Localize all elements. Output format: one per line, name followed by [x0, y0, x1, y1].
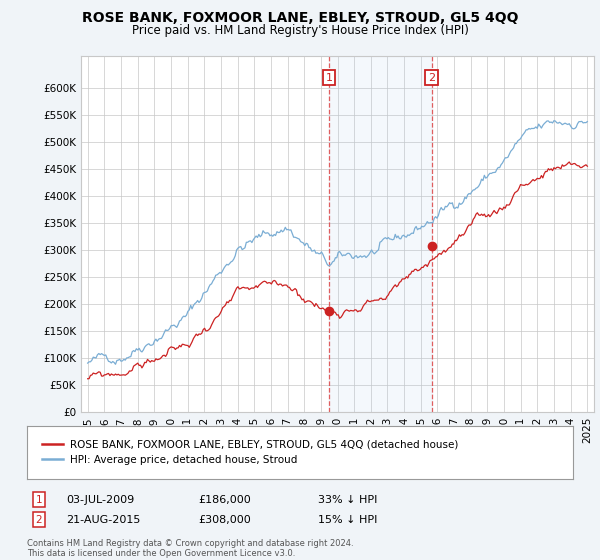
- Text: 1: 1: [326, 73, 332, 82]
- Legend: ROSE BANK, FOXMOOR LANE, EBLEY, STROUD, GL5 4QQ (detached house), HPI: Average p: ROSE BANK, FOXMOOR LANE, EBLEY, STROUD, …: [38, 436, 463, 469]
- Text: 21-AUG-2015: 21-AUG-2015: [66, 515, 140, 525]
- Text: 15% ↓ HPI: 15% ↓ HPI: [318, 515, 377, 525]
- Text: £186,000: £186,000: [198, 494, 251, 505]
- Text: Contains HM Land Registry data © Crown copyright and database right 2024.
This d: Contains HM Land Registry data © Crown c…: [27, 539, 353, 558]
- Text: 1: 1: [35, 494, 43, 505]
- Text: ROSE BANK, FOXMOOR LANE, EBLEY, STROUD, GL5 4QQ: ROSE BANK, FOXMOOR LANE, EBLEY, STROUD, …: [82, 11, 518, 25]
- Text: 33% ↓ HPI: 33% ↓ HPI: [318, 494, 377, 505]
- Text: 03-JUL-2009: 03-JUL-2009: [66, 494, 134, 505]
- Bar: [329, 56, 431, 412]
- Text: 2: 2: [428, 73, 435, 82]
- Text: £308,000: £308,000: [198, 515, 251, 525]
- Text: 2: 2: [35, 515, 43, 525]
- Text: Price paid vs. HM Land Registry's House Price Index (HPI): Price paid vs. HM Land Registry's House …: [131, 24, 469, 36]
